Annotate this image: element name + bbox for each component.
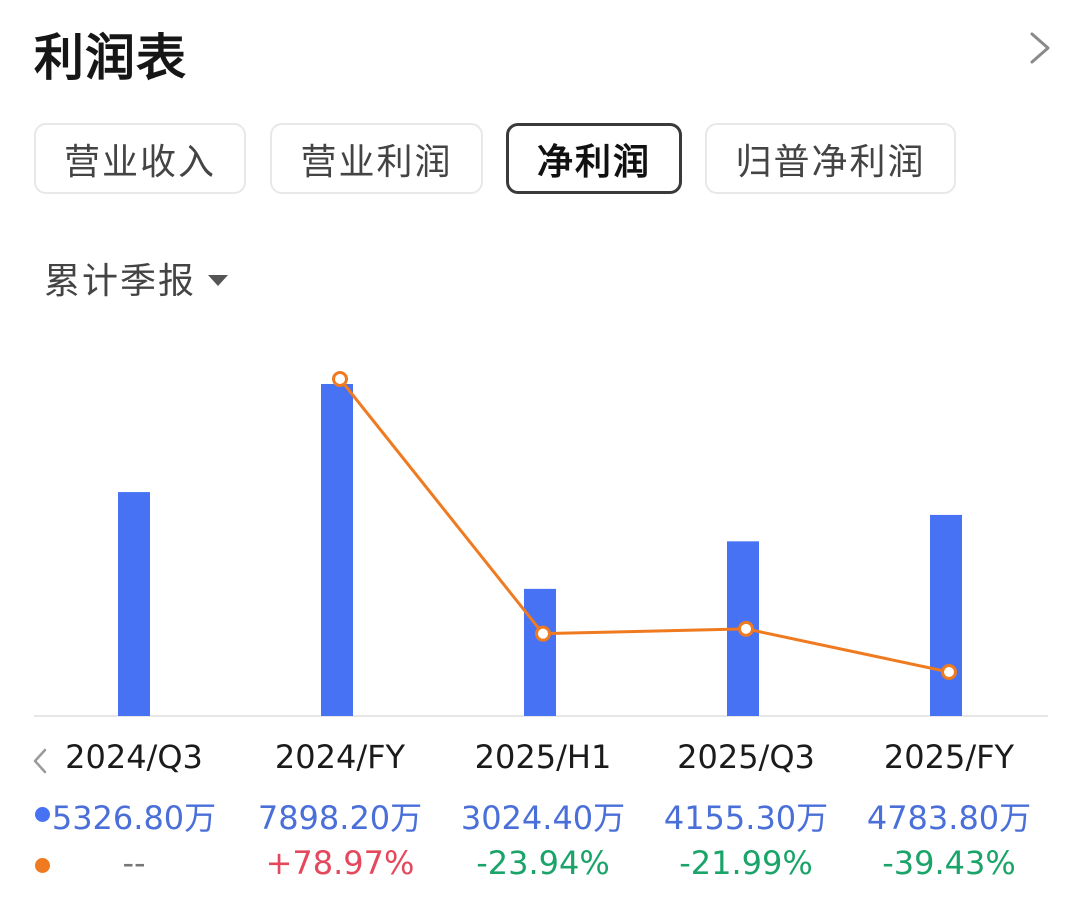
net-profit-chart [34,371,1048,717]
growth-point-2025/Q3 [738,620,754,637]
value-label: 5326.80万 [51,799,217,837]
value-label: 3024.40万 [460,799,626,837]
x-axis: 2024/Q3 2024/FY 2025/H1 2025/Q3 2025/FY [0,738,1080,786]
x-tick-label: 2025/H1 [474,738,612,776]
chevron-left-icon[interactable] [30,746,50,776]
bar-2025/H1 [524,588,556,716]
tab-attributable-net-profit[interactable]: 归普净利润 [705,123,956,194]
x-tick-label: 2025/FY [883,738,1015,776]
bar-2025/FY [930,514,962,716]
tab-net-profit[interactable]: 净利润 [506,123,682,194]
growth-label: -21.99% [679,844,813,882]
growth-label: -39.43% [882,844,1016,882]
x-tick-label: 2025/Q3 [677,738,815,776]
bar-2024/FY [321,384,353,716]
growth-point-2024/FY [332,371,348,387]
bar-2024/Q3 [118,492,150,716]
x-tick-label: 2024/FY [274,738,406,776]
tab-revenue[interactable]: 营业收入 [34,123,246,194]
period-label: 累计季报 [44,261,197,302]
growth-label: -- [122,844,146,882]
x-tick-label: 2024/Q3 [65,738,203,776]
values-row: 5326.80万 7898.20万 3024.40万 4155.30万 4783.80万 [0,793,1080,837]
growth-row: -- +78.97% -23.94% -21.99% -39.43% [0,844,1080,888]
tab-operating-profit[interactable]: 营业利润 [270,123,483,194]
value-label: 4155.30万 [663,799,829,837]
caret-down-icon [208,274,229,286]
growth-line [338,378,950,674]
page-title: 利润表 [34,29,187,87]
growth-point-2025/FY [941,664,957,680]
growth-point-2025/H1 [535,625,551,642]
growth-label: -23.94% [476,844,610,882]
period-dropdown[interactable]: 累计季报 [44,252,229,304]
series-dot-bar [35,807,50,822]
series-dot-line [35,858,50,873]
value-label: 4783.80万 [866,799,1032,837]
growth-label: +78.97% [265,844,415,882]
value-label: 7898.20万 [257,799,423,837]
chevron-right-icon[interactable] [1022,28,1058,68]
